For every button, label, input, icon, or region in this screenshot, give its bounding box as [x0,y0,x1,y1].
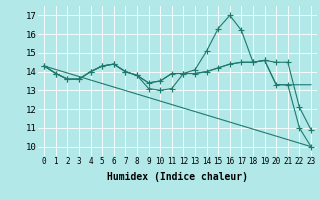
X-axis label: Humidex (Indice chaleur): Humidex (Indice chaleur) [107,172,248,182]
